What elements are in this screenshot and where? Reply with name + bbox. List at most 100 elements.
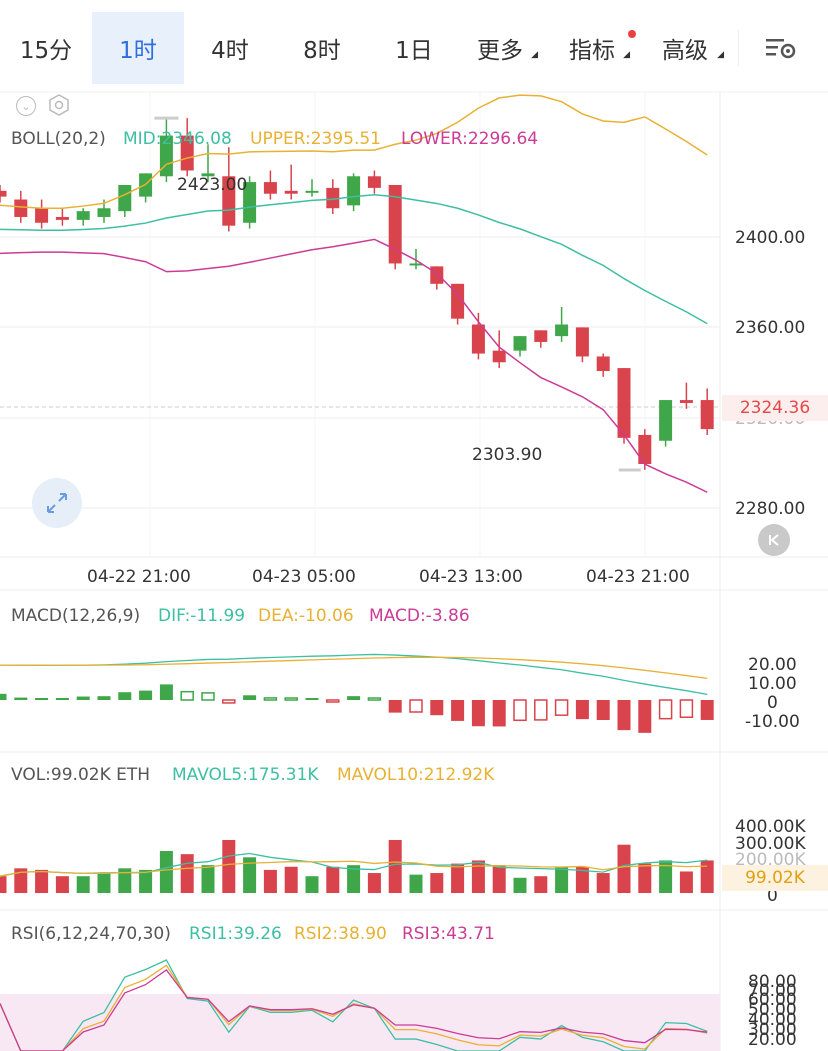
price-axis-label: 2400.00 [735, 228, 806, 248]
candle [679, 400, 693, 403]
macd-bar [679, 699, 694, 718]
volume-bar [679, 871, 693, 893]
boll-mid-line [0, 193, 708, 325]
volume-bar [575, 866, 589, 893]
macd-bar [55, 698, 69, 700]
macd-axis-label: 0 [767, 693, 778, 713]
time-axis-label: 04-23 21:00 [586, 567, 690, 587]
time-axis-label: 04-23 05:00 [252, 567, 356, 587]
volume-bar [326, 866, 340, 893]
candle [180, 135, 194, 171]
boll-mid: MID:2346.08 [123, 129, 232, 149]
volume-bar [222, 839, 236, 893]
rsi2: RSI2:38.90 [294, 924, 387, 944]
volume-bar [451, 863, 465, 893]
rsi-axis-label: 20.00 [748, 1030, 797, 1050]
volume-bar [555, 866, 569, 893]
macd-bar [222, 699, 236, 704]
candle [451, 283, 465, 319]
volume-bar [617, 844, 631, 893]
volume-bar [263, 869, 277, 893]
macd-value: MACD:-3.86 [369, 606, 470, 626]
skip-back-icon[interactable] [758, 524, 790, 556]
tab-indicators[interactable]: 指标 ◢ [552, 12, 636, 84]
volume-bar [492, 865, 506, 893]
volume-bar [97, 873, 111, 893]
time-axis-label: 04-23 13:00 [419, 567, 523, 587]
volume-bar [471, 860, 485, 893]
candle [159, 135, 173, 177]
candle [243, 182, 257, 223]
candle [409, 263, 423, 266]
macd-bar [159, 684, 173, 700]
volume-bar [118, 868, 132, 893]
candle [222, 176, 236, 226]
rsi-axis-label: 80.00 [748, 972, 797, 992]
rsi-axis-label: 70.00 [748, 981, 797, 1001]
volume-bar [35, 869, 49, 893]
macd-bar [14, 697, 28, 700]
volume-bar [243, 857, 257, 893]
rsi1: RSI1:39.26 [189, 924, 282, 944]
volume-bar [638, 863, 652, 893]
boll-title: BOLL(20,2) [11, 129, 106, 149]
tab-1d[interactable]: 1日 [395, 38, 433, 64]
macd-bar [638, 700, 652, 733]
chevron-down-icon[interactable]: ⌄ [16, 96, 36, 116]
volume-bar [14, 868, 28, 893]
macd-axis-label: -10.00 [745, 712, 800, 732]
candle [284, 190, 298, 194]
boll-upper-line [0, 94, 708, 210]
macd-bar [430, 700, 444, 716]
candle [76, 211, 90, 220]
low-price-label: 2303.90 [472, 445, 543, 465]
volume-bar [534, 876, 548, 893]
candle [596, 356, 610, 371]
expand-icon[interactable] [32, 478, 82, 528]
volume-bar [700, 860, 714, 893]
candle [14, 199, 28, 217]
current-volume-tag: 99.02K [722, 865, 828, 891]
candle [555, 324, 569, 337]
macd-axis-label: 20.00 [748, 655, 797, 675]
tab-more[interactable]: 更多 ◢ [477, 38, 538, 64]
macd-bar [471, 700, 485, 727]
volume-bar [201, 865, 215, 893]
candle [35, 208, 49, 223]
candle [617, 368, 631, 438]
macd-bar [596, 700, 610, 720]
tab-15m[interactable]: 15分 [19, 38, 73, 64]
volume-bar [159, 851, 173, 893]
time-axis-label: 04-22 21:00 [87, 567, 191, 587]
tab-4h[interactable]: 4时 [211, 38, 249, 64]
volume-bar [388, 839, 402, 893]
macd-bar [451, 700, 465, 721]
macd-bar [617, 700, 631, 731]
divider [738, 30, 739, 66]
tab-8h[interactable]: 8时 [303, 38, 341, 64]
volume-bar [180, 854, 194, 893]
macd-title: MACD(12,26,9) [11, 606, 141, 626]
tab-advanced[interactable]: 高级 ◢ [662, 38, 724, 64]
candle [659, 400, 673, 441]
volume-bar [55, 876, 69, 893]
volume-bar [0, 876, 7, 893]
volume-bar [659, 860, 673, 893]
current-price-tag: 2324.36 [722, 395, 828, 421]
macd-bar [0, 693, 7, 700]
macd-bar [201, 692, 215, 701]
macd-bar [118, 692, 132, 700]
vol-axis-label: 400.00K [735, 817, 806, 837]
volume-bar [139, 869, 153, 893]
candle [388, 185, 402, 264]
tab-1h[interactable]: 1时 [92, 12, 184, 84]
chart-settings-icon[interactable] [764, 36, 798, 62]
dropdown-triangle-icon: ◢ [717, 50, 724, 60]
macd-bar [367, 697, 382, 701]
candle [638, 434, 652, 464]
gear-icon[interactable] [48, 94, 70, 116]
rsi-axis-label: 60.00 [748, 990, 797, 1010]
macd-bar [35, 698, 49, 700]
rsi-title: RSI(6,12,24,70,30) [11, 924, 171, 944]
